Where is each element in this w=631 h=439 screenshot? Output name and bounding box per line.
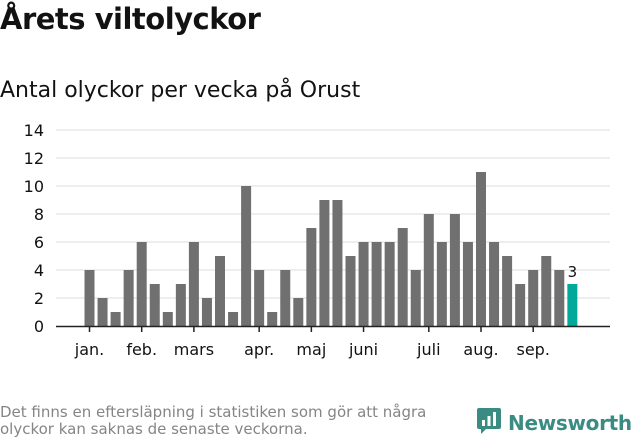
y-tick-label: 6	[34, 233, 44, 252]
bar	[254, 270, 265, 326]
bar	[541, 256, 552, 326]
bar	[332, 200, 343, 326]
bar	[136, 242, 147, 326]
bar	[397, 228, 408, 326]
footer-note: Det finns en eftersläpning i statistiken…	[0, 403, 427, 438]
bar	[515, 284, 526, 326]
bar	[123, 270, 134, 326]
bar	[436, 242, 447, 326]
brand-name: Newsworthy	[508, 411, 631, 435]
bar	[228, 312, 239, 326]
y-axis-ticks: 0 2 4 6 8 10 12 14	[24, 121, 44, 336]
bar	[528, 270, 539, 326]
bar	[476, 172, 486, 326]
bar	[175, 284, 186, 326]
data-labels: 3	[568, 263, 578, 281]
x-tick-label: apr.	[244, 340, 274, 359]
bar	[358, 242, 369, 326]
y-tick-label: 4	[34, 261, 44, 280]
bar	[319, 200, 330, 326]
bar	[162, 312, 173, 326]
bar	[567, 284, 578, 326]
y-tick-label: 14	[24, 121, 44, 140]
bar	[554, 270, 565, 326]
x-tick-label: maj	[296, 340, 326, 359]
y-tick-label: 8	[34, 205, 44, 224]
x-tick-label: feb.	[126, 340, 157, 359]
y-tick-label: 0	[34, 317, 44, 336]
bar	[489, 242, 500, 326]
bar	[110, 312, 121, 326]
x-tick-label: jan.	[74, 340, 104, 359]
x-tick-label: juli	[416, 340, 440, 359]
x-tick-label: sep.	[516, 340, 549, 359]
bar	[410, 270, 421, 326]
x-tick-label: mars	[174, 340, 214, 359]
bar	[423, 214, 434, 326]
bar	[502, 256, 513, 326]
bar	[345, 256, 356, 326]
bar-chart: 0 2 4 6 8 10 12 14 jan. feb. mars apr. maj juni juli a…	[24, 121, 610, 359]
x-tick-label: aug.	[463, 340, 498, 359]
y-tick-label: 12	[24, 149, 44, 168]
bar	[280, 270, 291, 326]
bar	[188, 242, 199, 326]
bar	[215, 256, 225, 326]
y-tick-label: 2	[34, 289, 44, 308]
brand-logo: Newsworthy	[476, 408, 631, 438]
bar	[149, 284, 160, 326]
bar	[241, 186, 252, 326]
bar	[449, 214, 460, 326]
bar	[84, 270, 95, 326]
bar	[201, 298, 212, 326]
x-tick-label: juni	[348, 340, 378, 359]
bar	[267, 312, 278, 326]
bar	[97, 298, 108, 326]
bar	[306, 228, 317, 326]
bars	[84, 172, 578, 326]
page-title: Årets viltolyckor	[0, 2, 261, 36]
newsworthy-icon	[476, 407, 502, 439]
bar	[384, 242, 395, 326]
bar	[293, 298, 304, 326]
chart-subtitle: Antal olyckor per vecka på Orust	[0, 78, 361, 103]
bar	[371, 242, 382, 326]
y-tick-label: 10	[24, 177, 44, 196]
x-axis: jan. feb. mars apr. maj juni juli aug. sep.	[56, 325, 610, 359]
highlight-data-label: 3	[568, 263, 578, 281]
bar	[462, 242, 473, 326]
